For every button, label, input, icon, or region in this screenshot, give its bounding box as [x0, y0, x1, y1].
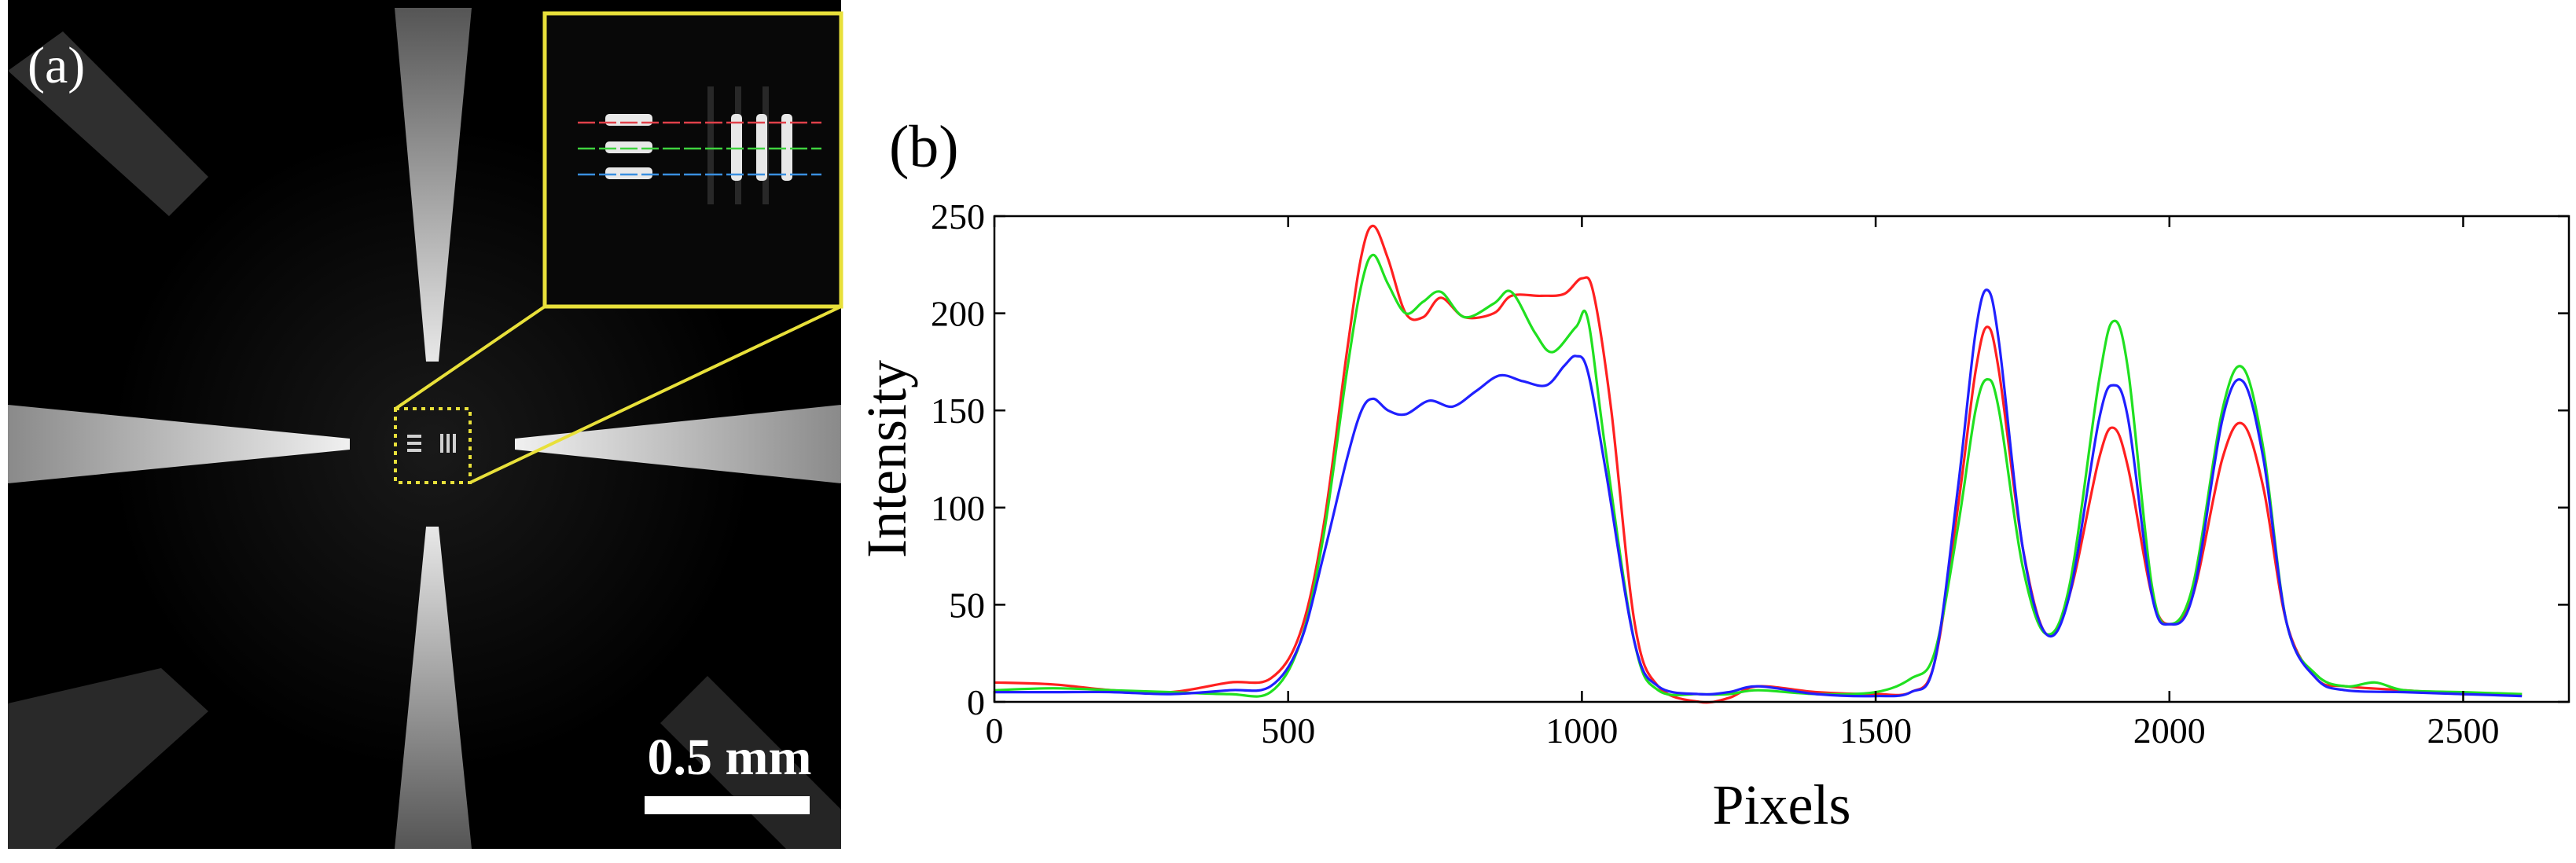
axis-ticks: 0 500 1000 1500 2000 2500 0 50 100 150 200 250 — [931, 196, 2569, 751]
beam-bottom — [395, 527, 472, 849]
plot-frame — [993, 215, 2570, 703]
x-tick-label: 2500 — [2427, 711, 2499, 751]
panel-b: (b) 0 500 1000 1500 2000 2500 0 50 100 150 200 250 … — [849, 0, 2576, 859]
y-tick-label: 150 — [931, 391, 985, 431]
streak-top-left — [8, 31, 208, 216]
scale-bar-label: 0.5 mm — [648, 729, 812, 786]
x-tick-label: 1000 — [1545, 711, 1618, 751]
y-tick-label: 50 — [949, 585, 985, 625]
y-tick-label: 200 — [931, 294, 985, 334]
zoom-line-bottom — [469, 305, 842, 484]
center-target — [407, 434, 456, 453]
series-line-blue — [994, 288, 2523, 698]
highlight-box — [394, 407, 472, 484]
line-chart: (b) 0 500 1000 1500 2000 2500050100150200250 … — [855, 114, 2570, 836]
y-tick-label: 250 — [931, 196, 985, 237]
x-tick-label: 0 — [986, 711, 1004, 751]
scale-bar — [645, 796, 810, 814]
zoom-inset — [542, 11, 843, 309]
series-line-red — [994, 224, 2523, 704]
zoom-line-top — [394, 305, 546, 410]
beam-top — [395, 8, 472, 362]
x-tick-label: 1500 — [1839, 711, 1912, 751]
y-tick-label: 0 — [967, 682, 985, 722]
y-axis-label: Intensity — [855, 360, 918, 558]
x-tick-label: 500 — [1261, 711, 1315, 751]
y-tick-label: 100 — [931, 488, 985, 528]
beam-right — [515, 405, 841, 483]
x-axis-label: Pixels — [1712, 773, 1850, 836]
plot-lines — [994, 224, 2523, 704]
x-tick-label: 2000 — [2133, 711, 2206, 751]
panel-a-label: (a) — [28, 37, 85, 94]
panel-a-image-svg: (a) 0.5 mm — [8, 0, 843, 849]
streak-bottom-left — [8, 668, 208, 849]
series-line-green — [994, 253, 2523, 698]
panel-b-label: (b) — [889, 114, 959, 180]
beam-left — [8, 405, 350, 483]
panel-a: (a) 0.5 mm — [0, 0, 849, 859]
